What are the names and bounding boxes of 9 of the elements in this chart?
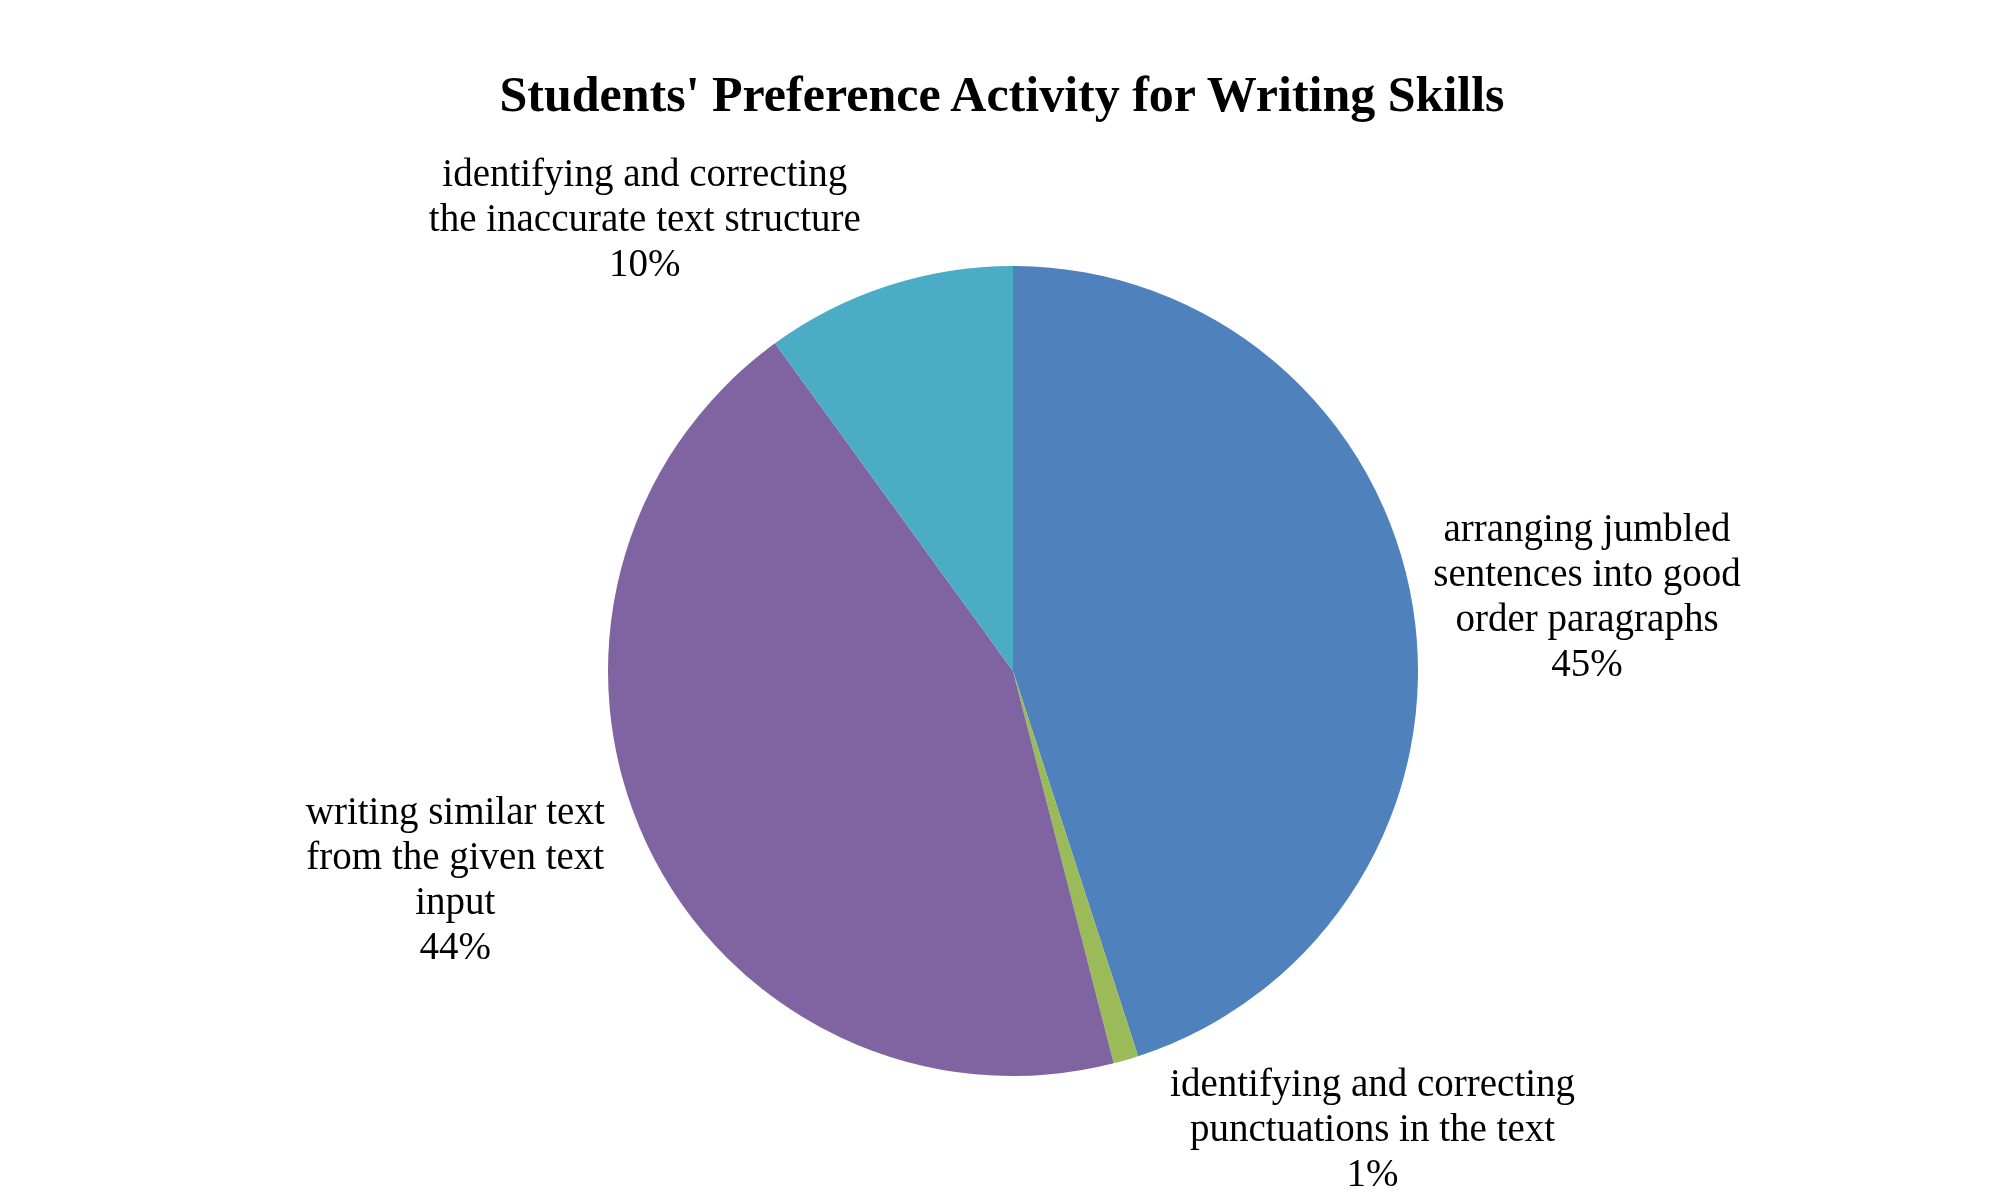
slice-label: arranging jumbled sentences into good order paragraphs [1432,504,1742,640]
data-label: 45% [1550,640,1624,685]
slice-label: writing similar text from the given text input [304,787,606,923]
slice-label: identifying and correcting punctuations in the text [1169,1060,1577,1150]
data-label: 10% [608,240,682,285]
data-label: 1% [1345,1150,1400,1195]
chart-title: Students' Preference Activity for Writing Skills [498,65,1506,124]
slice-label: identifying and correcting the inaccurate text structure [427,150,862,240]
data-label: 44% [418,923,492,968]
